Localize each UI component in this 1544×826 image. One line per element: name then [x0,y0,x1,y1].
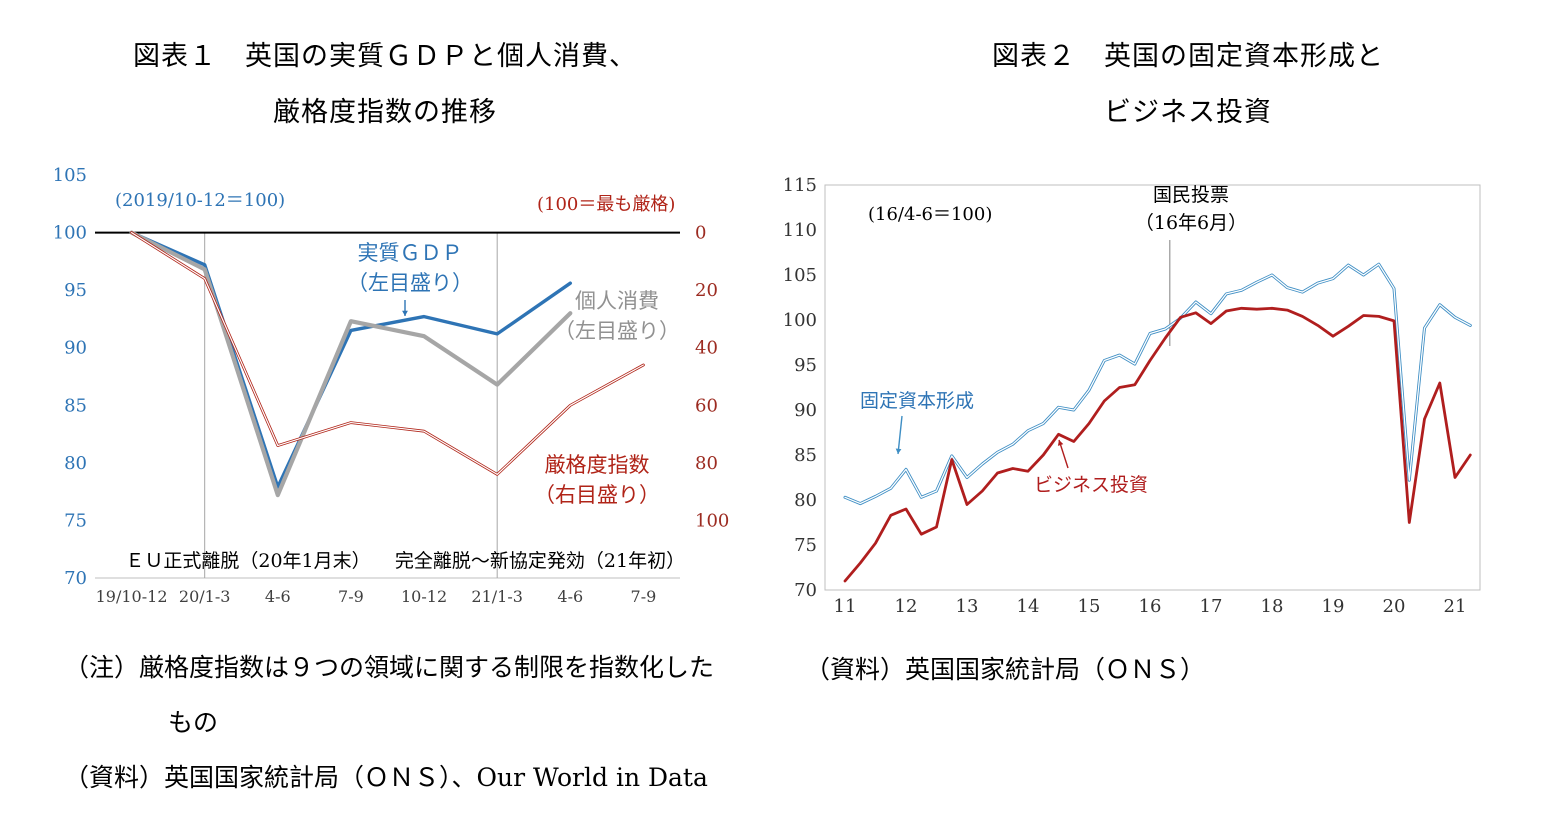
figure2-note: （資料）英国国家統計局（ＯＮＳ） [805,655,1206,684]
y-axis-tick: 80 [794,490,817,511]
figure1-gdp-label: 実質ＧＤＰ （左目盛り） [335,238,485,299]
figure2-title-line1: 図表２ 英国の固定資本形成と [992,41,1384,72]
right-axis-tick: 20 [695,280,718,301]
x-axis-tick: 7-9 [338,587,364,606]
plot-border [824,184,1481,591]
left-axis-tick: 90 [64,338,87,359]
x-axis-tick: 11 [834,596,857,617]
y-axis-tick: 90 [794,400,817,421]
left-axis-tick: 95 [64,280,87,301]
right-axis-tick: 80 [695,453,718,474]
series-line-core [131,232,644,475]
figure1-consumption-label-line2: （左目盛り） [554,319,680,344]
y-axis-tick: 115 [785,175,817,196]
figure1-consumption-label: 個人消費 （左目盛り） [542,286,692,347]
series-line-実質ＧＤＰ（左目盛り） [129,230,572,489]
left-axis-tick: 80 [64,453,87,474]
figure1-event2-label: 完全離脱～新協定発効（21年初） [394,550,686,572]
x-axis-tick: 15 [1078,596,1101,617]
figure1-event1-label: ＥＵ正式離脱（20年1月末） [125,550,371,572]
x-axis-tick: 4-6 [557,587,583,606]
series-line-core [844,263,1471,505]
y-axis-tick: 105 [785,265,817,286]
figure1-gdp-label-line1: 実質ＧＤＰ [357,241,463,265]
arrow-head [1057,440,1064,446]
right-axis-tick: 100 [695,510,729,531]
figure2-title-line2: ビジネス投資 [1104,97,1272,128]
y-axis-tick: 95 [794,355,817,376]
x-axis-tick: 21 [1444,596,1467,617]
x-axis-tick: 17 [1200,596,1223,617]
figure2-vote-label-line1: 国民投票 [1152,184,1229,206]
figure1-note-line3: （資料）英国国家統計局（ＯＮＳ）、Our World in Data [64,763,708,792]
left-axis-tick: 85 [64,395,87,416]
right-axis-tick: 60 [695,395,718,416]
annotation-arrow [897,415,903,455]
figure1-strict-note: (100＝最も厳格) [537,194,676,215]
figure2-vote-label-line2: （16年6月） [1134,211,1248,234]
left-axis-tick: 70 [64,568,87,589]
y-axis-tick: 85 [794,445,817,466]
figure1-stringency-label-line2: （右目盛り） [534,483,660,508]
figure1-title-line1: 図表１ 英国の実質ＧＤＰと個人消費、 [133,41,637,72]
series-line-固定資本形成 [843,262,1472,506]
figure1-stringency-label-line1: 厳格度指数 [544,453,650,477]
figure1-gdp-label-line2: （左目盛り） [347,271,473,296]
x-axis-tick: 20/1-3 [179,587,231,606]
left-axis-tick: 75 [64,510,87,531]
x-axis-tick: 16 [1139,596,1162,617]
arrow-head [402,310,408,316]
figure1-title-line2: 厳格度指数の推移 [273,97,497,128]
series-line-ビジネス投資 [843,306,1472,583]
x-axis-tick: 14 [1017,596,1040,617]
left-axis-tick: 100 [55,223,87,244]
figure1-note-line2: もの [168,708,219,737]
y-axis-tick: 75 [794,535,817,556]
series-line-個人消費（左目盛り） [129,230,573,498]
x-axis-tick: 13 [956,596,979,617]
x-axis-tick: 19/10-12 [96,587,168,606]
figure2-chart: 115 110 105 100 95 90 85 80 75 70 11 12 13 14 15 16 17 18… [785,160,1505,630]
x-axis-tick: 21/1-3 [471,587,523,606]
figure1-consumption-label-line1: 個人消費 [575,289,659,313]
figure1-base-note: (2019/10-12＝100) [115,190,286,211]
x-axis-tick: 19 [1322,596,1345,617]
x-axis-tick: 18 [1261,596,1284,617]
figure2-base-note: (16/4-6＝100) [868,204,993,225]
y-axis-tick: 70 [794,580,817,601]
figure2-vote-label: 国民投票 （16年6月） [1091,182,1291,237]
arrow-head [895,448,902,454]
figure2-fixed-capital-label: 固定資本形成 [859,390,974,412]
figure2-plot: 115 110 105 100 95 90 85 80 75 70 11 12 13 14 15 16 17 18… [785,175,1481,617]
y-axis-tick: 100 [785,310,817,331]
left-axis-tick: 105 [55,165,87,186]
x-axis-tick: 7-9 [631,587,657,606]
figure2-business-investment-label: ビジネス投資 [1033,474,1148,496]
figure1-stringency-label: 厳格度指数 （右目盛り） [517,450,677,511]
right-axis-tick: 0 [695,223,706,244]
figure1-plot: 105 100 95 90 85 80 75 70 0 20 40 60 80 100 19/10-12 20… [55,165,729,606]
right-axis-tick: 40 [695,338,718,359]
figure1-chart: 105 100 95 90 85 80 75 70 0 20 40 60 80 100 19/10-12 20… [55,160,755,630]
x-axis-tick: 12 [895,596,918,617]
x-axis-tick: 4-6 [265,587,291,606]
y-axis-tick: 110 [785,220,817,241]
x-axis-tick: 20 [1383,596,1406,617]
x-axis-tick: 10-12 [401,587,447,606]
figure1-note-line1: （注）厳格度指数は９つの領域に関する制限を指数化した [64,653,715,682]
